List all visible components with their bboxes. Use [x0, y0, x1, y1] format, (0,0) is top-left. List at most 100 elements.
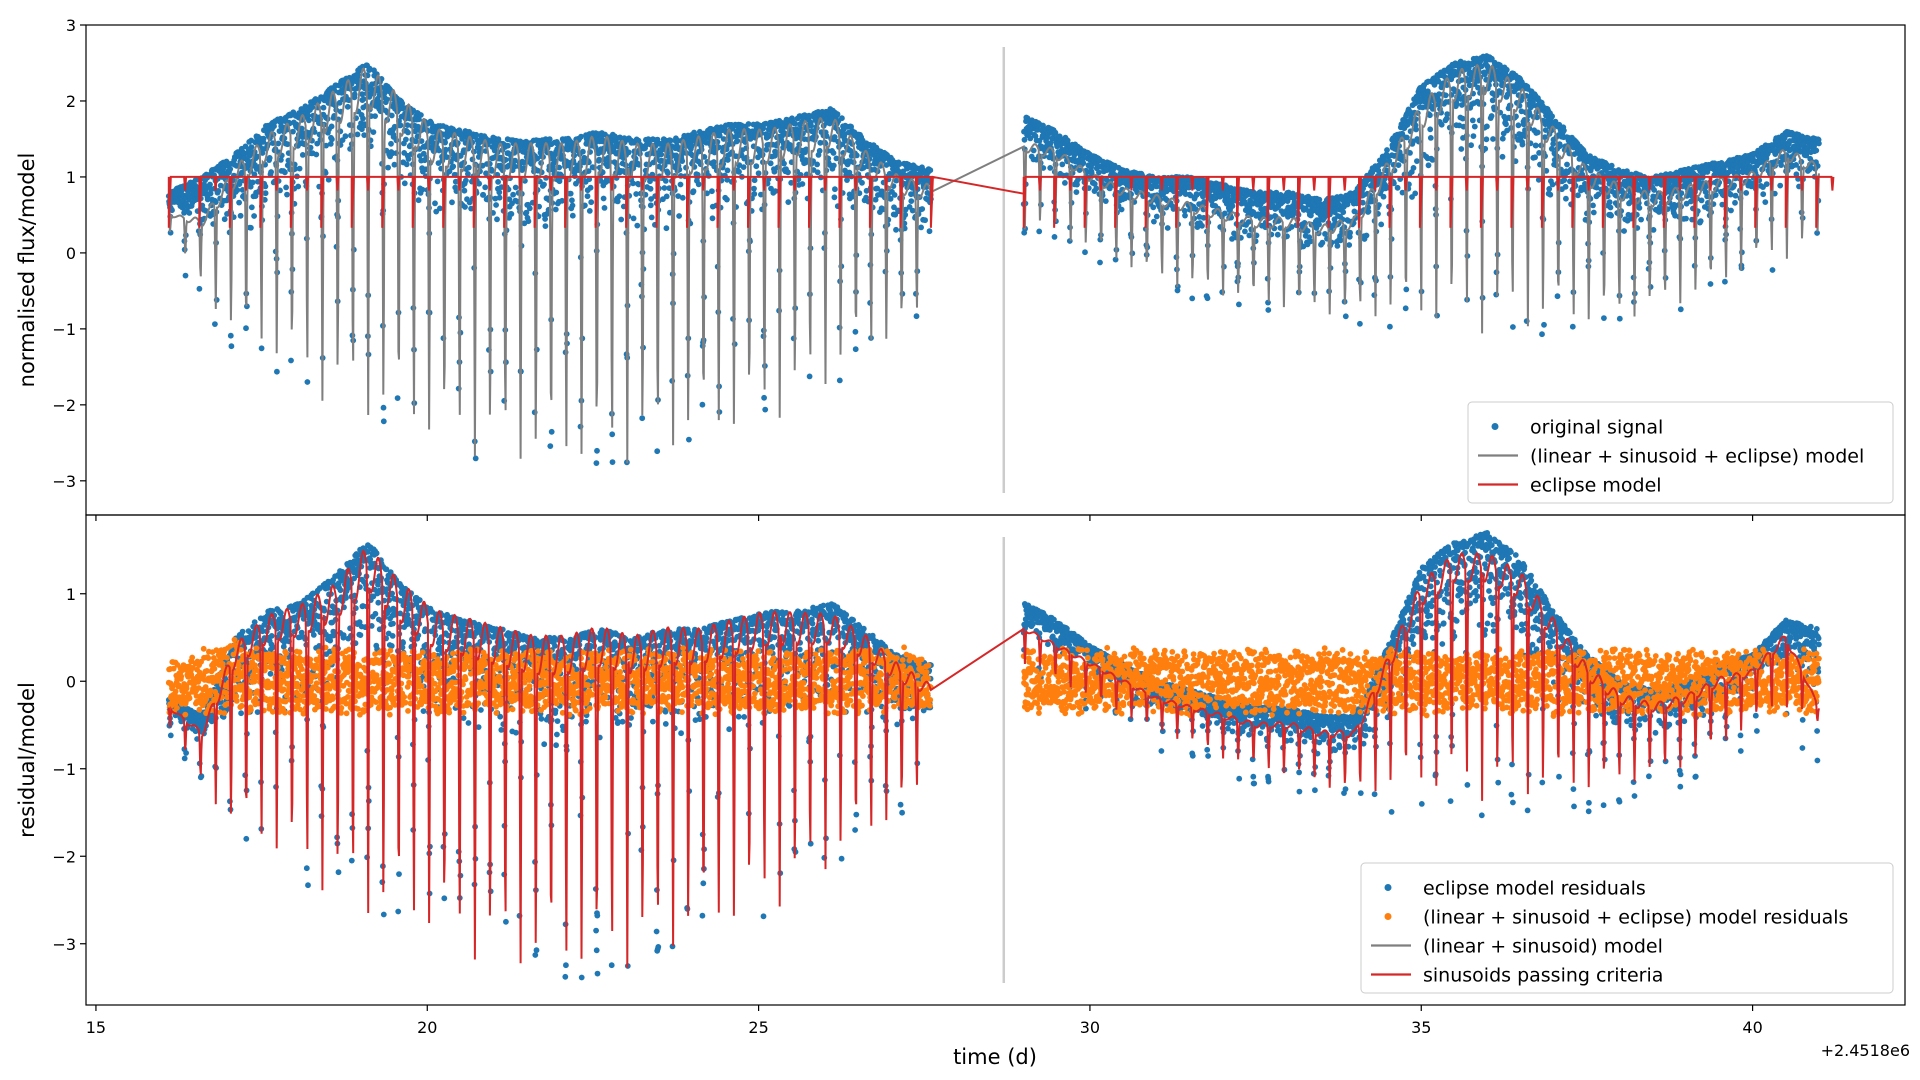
data-point: [436, 147, 442, 154]
data-point: [1453, 101, 1460, 107]
data-point: [836, 377, 843, 384]
data-point: [1096, 169, 1102, 176]
data-point: [1236, 301, 1242, 308]
data-point: [565, 146, 571, 153]
data-point: [227, 332, 234, 339]
data-point: [1082, 249, 1088, 256]
data-point: [508, 211, 515, 217]
data-point: [299, 152, 306, 158]
data-point: [239, 169, 245, 176]
data-point: [758, 191, 764, 198]
data-point: [1200, 214, 1207, 221]
data-point: [288, 357, 294, 364]
data-point: [675, 193, 682, 200]
data-point: [604, 163, 611, 170]
data-point: [1102, 198, 1109, 205]
data-point: [394, 395, 401, 401]
data-point: [1118, 206, 1125, 213]
data-point: [891, 204, 897, 211]
data-point: [327, 141, 334, 147]
data-point: [217, 182, 224, 189]
data-point: [625, 149, 632, 156]
data-point: [817, 139, 824, 146]
data-point: [506, 196, 513, 203]
data-point: [495, 179, 501, 185]
data-point: [1425, 162, 1432, 169]
data-point: [1683, 215, 1689, 222]
data-point: [751, 191, 758, 197]
data-point: [1319, 239, 1326, 246]
data-point: [559, 197, 565, 204]
data-point: [1047, 140, 1054, 146]
data-point: [468, 205, 474, 212]
data-point: [1468, 142, 1474, 149]
data-point: [1490, 136, 1496, 142]
data-point: [248, 204, 255, 211]
data-point: [872, 196, 879, 203]
data-point: [896, 161, 903, 168]
data-point: [258, 345, 265, 352]
data-point: [1036, 228, 1043, 235]
data-point: [1503, 66, 1510, 73]
data-point: [724, 167, 731, 174]
data-point: [1062, 180, 1068, 186]
data-point: [1427, 135, 1434, 141]
data-point: [249, 179, 256, 186]
data-point: [493, 202, 499, 208]
data-point: [616, 193, 623, 200]
data-point: [1636, 205, 1643, 211]
data-point: [444, 154, 450, 161]
data-point: [1030, 147, 1037, 154]
data-point: [648, 196, 654, 202]
data-point: [667, 137, 674, 144]
data-point: [887, 195, 894, 202]
data-point: [304, 379, 311, 385]
data-point: [724, 157, 731, 163]
data-point: [342, 133, 349, 140]
data-point: [799, 181, 806, 187]
data-point: [1554, 293, 1561, 300]
data-point: [1459, 115, 1466, 122]
data-point: [844, 177, 850, 184]
data-point: [1616, 315, 1623, 322]
data-point: [450, 163, 457, 170]
data-point: [399, 100, 406, 107]
data-point: [295, 183, 302, 190]
data-point: [663, 193, 670, 200]
data-point: [630, 215, 637, 222]
data-point: [482, 184, 489, 191]
data-point: [1182, 212, 1188, 219]
data-point: [1229, 203, 1236, 209]
data-point: [1557, 142, 1563, 149]
data-point: [510, 191, 516, 198]
data-point: [1384, 147, 1390, 153]
data-point: [1150, 204, 1157, 211]
data-point: [459, 136, 465, 142]
data-point: [547, 443, 554, 449]
data-point: [403, 161, 410, 168]
data-point: [541, 181, 547, 188]
data-point: [618, 216, 625, 223]
data-point: [1547, 191, 1554, 198]
data-point: [465, 164, 472, 171]
data-point: [630, 180, 636, 187]
data-point: [248, 224, 254, 231]
data-point: [1470, 133, 1477, 140]
data-point: [412, 138, 419, 145]
data-point: [588, 199, 595, 206]
data-point: [699, 401, 706, 408]
data-point: [254, 153, 261, 160]
data-point: [1532, 154, 1538, 161]
data-point: [647, 185, 654, 192]
data-point: [1601, 315, 1607, 321]
data-point: [793, 126, 800, 133]
data-point: [1427, 126, 1434, 133]
data-point: [370, 129, 377, 136]
data-point: [874, 185, 881, 192]
data-point: [745, 121, 752, 127]
data-point: [724, 196, 730, 203]
data-point: [596, 156, 603, 163]
data-point: [830, 150, 837, 156]
data-point: [496, 189, 503, 196]
